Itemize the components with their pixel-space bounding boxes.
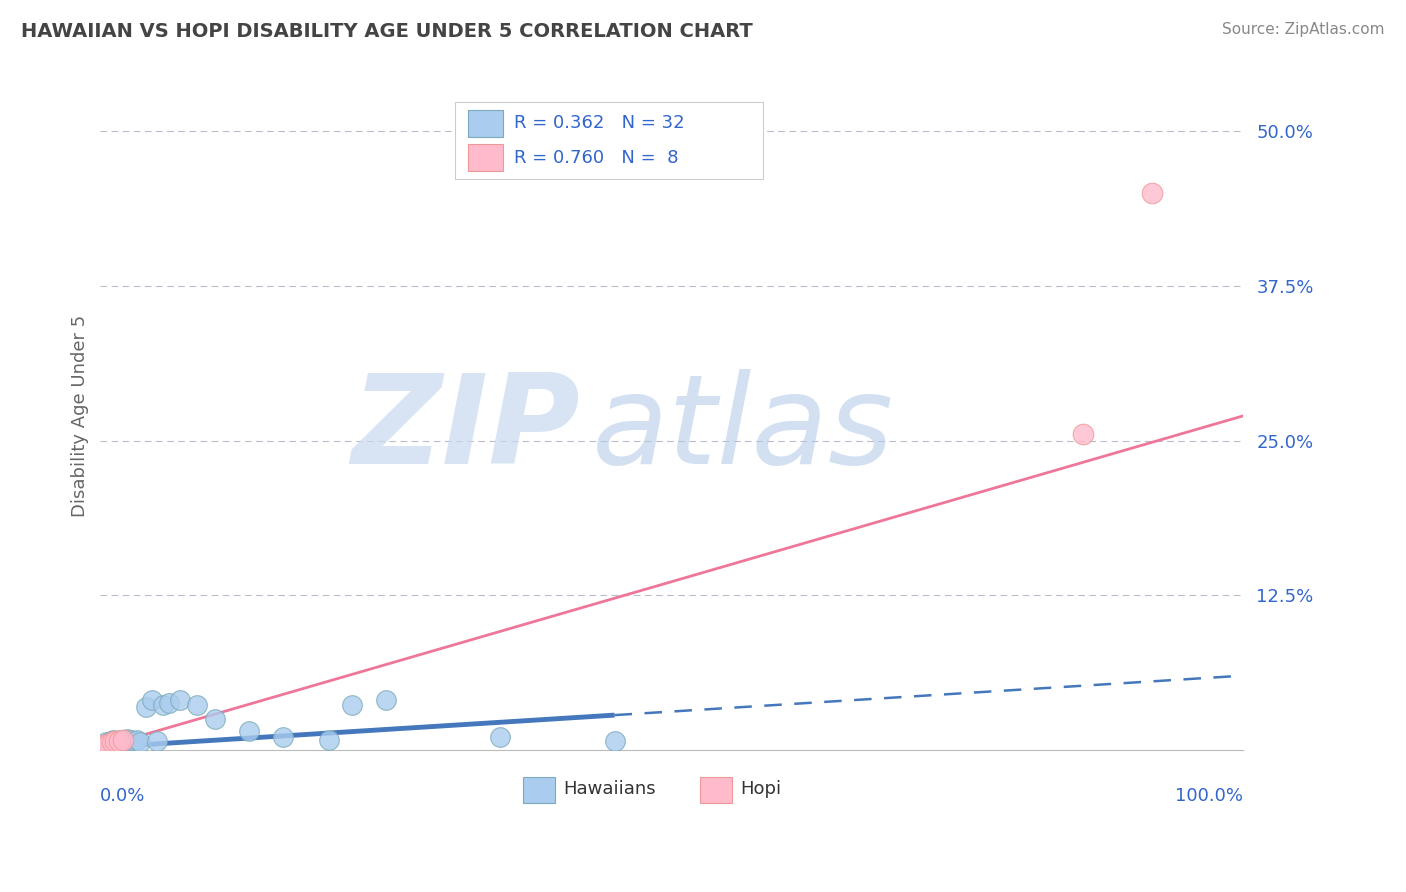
Point — [104, 735, 127, 749]
Point — [112, 733, 135, 747]
Point — [169, 693, 191, 707]
Point — [115, 731, 138, 746]
Text: R = 0.362   N = 32: R = 0.362 N = 32 — [515, 114, 685, 132]
Point — [107, 734, 129, 748]
Text: R = 0.760   N =  8: R = 0.760 N = 8 — [515, 149, 679, 167]
FancyBboxPatch shape — [700, 777, 733, 804]
Point — [120, 733, 142, 747]
Point — [318, 733, 340, 747]
Point — [94, 735, 117, 749]
Point — [125, 733, 148, 747]
Point — [157, 696, 180, 710]
Point — [107, 734, 129, 748]
Text: Hopi: Hopi — [741, 780, 782, 797]
Point — [124, 734, 146, 748]
Text: HAWAIIAN VS HOPI DISABILITY AGE UNDER 5 CORRELATION CHART: HAWAIIAN VS HOPI DISABILITY AGE UNDER 5 … — [21, 22, 752, 41]
Text: ZIP: ZIP — [352, 368, 581, 490]
Point — [101, 735, 124, 749]
FancyBboxPatch shape — [523, 777, 555, 804]
Point — [108, 733, 131, 747]
Point — [375, 693, 398, 707]
FancyBboxPatch shape — [468, 110, 502, 136]
Point — [186, 698, 208, 713]
Point — [112, 733, 135, 747]
Point — [135, 699, 157, 714]
Point — [118, 734, 141, 748]
Text: Source: ZipAtlas.com: Source: ZipAtlas.com — [1222, 22, 1385, 37]
Point — [146, 734, 169, 748]
FancyBboxPatch shape — [454, 102, 763, 178]
Point — [603, 734, 626, 748]
Text: atlas: atlas — [592, 368, 894, 490]
Point — [97, 737, 120, 751]
Point — [489, 731, 512, 745]
Point — [238, 724, 260, 739]
Point — [141, 693, 163, 707]
Text: Hawaiians: Hawaiians — [564, 780, 655, 797]
Text: 100.0%: 100.0% — [1175, 787, 1243, 805]
Y-axis label: Disability Age Under 5: Disability Age Under 5 — [72, 315, 89, 517]
Point — [101, 735, 124, 749]
Text: 0.0%: 0.0% — [100, 787, 146, 805]
Point — [111, 734, 134, 748]
Point — [152, 698, 174, 713]
Point — [271, 731, 294, 745]
Point — [129, 735, 152, 749]
Point — [100, 734, 122, 748]
Point — [93, 738, 115, 752]
Point — [340, 698, 363, 713]
Point — [93, 738, 115, 752]
Point — [97, 737, 120, 751]
Point — [1140, 186, 1163, 201]
Point — [104, 734, 127, 748]
Point — [1071, 427, 1094, 442]
Point — [204, 712, 226, 726]
FancyBboxPatch shape — [468, 145, 502, 171]
Point — [101, 733, 124, 747]
